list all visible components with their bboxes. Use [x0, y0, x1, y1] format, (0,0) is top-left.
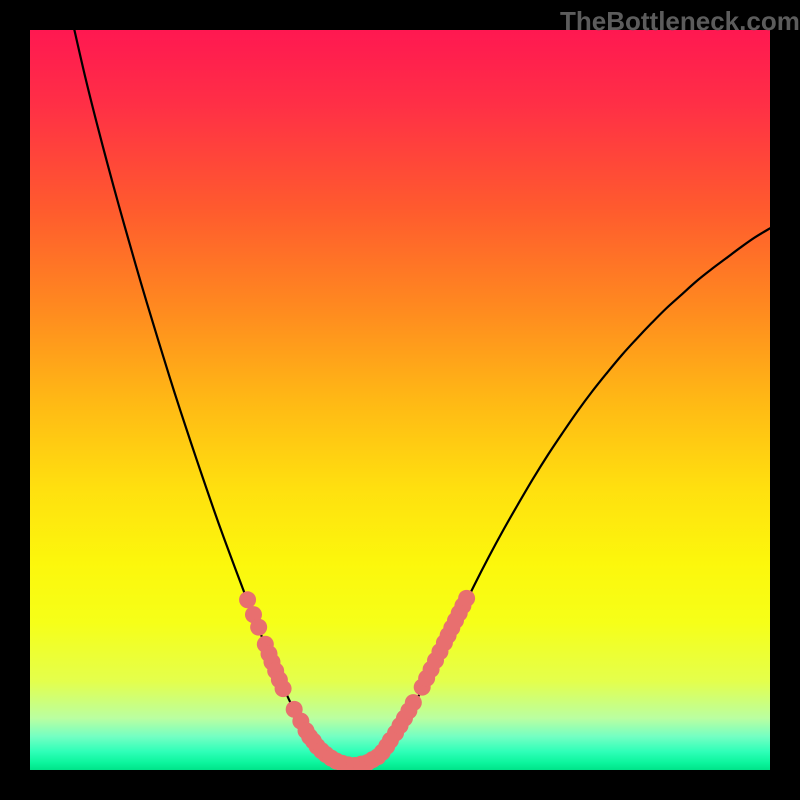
bottleneck-curve — [74, 30, 770, 766]
marker-point — [250, 619, 267, 636]
chart-overlay — [0, 0, 800, 800]
marker-point — [458, 590, 475, 607]
chart-frame: TheBottleneck.com — [0, 0, 800, 800]
marker-point — [239, 591, 256, 608]
watermark-label: TheBottleneck.com — [560, 6, 800, 37]
marker-point — [405, 694, 422, 711]
marker-point — [275, 680, 292, 697]
